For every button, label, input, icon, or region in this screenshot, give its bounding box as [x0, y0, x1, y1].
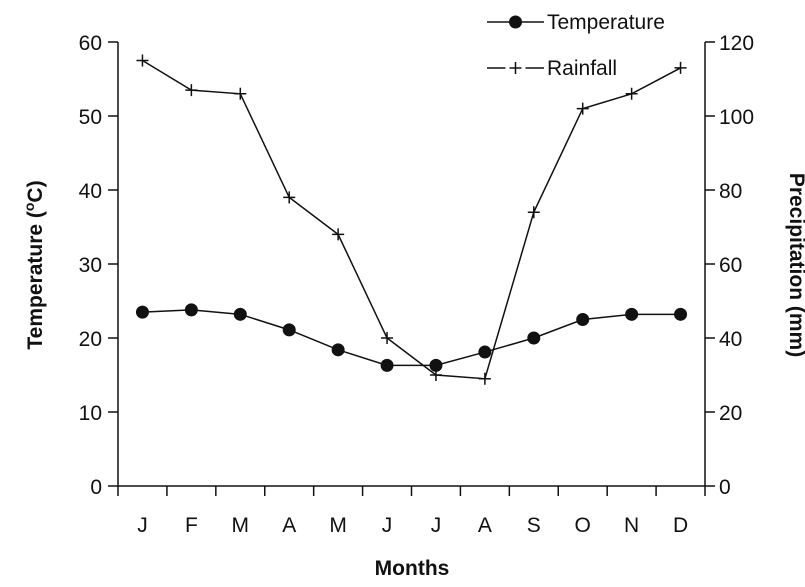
data-point — [674, 307, 688, 321]
x-tick-label: M — [232, 514, 250, 537]
data-point — [429, 369, 442, 381]
data-point — [282, 323, 296, 337]
y-left-tick-label: 30 — [79, 254, 102, 277]
data-point — [625, 87, 638, 100]
x-tick-label: O — [575, 514, 591, 537]
y-right-tick-label: 20 — [719, 402, 742, 425]
legend-marker — [509, 15, 522, 29]
data-point — [381, 332, 394, 344]
y-right-tick-label: 60 — [719, 254, 742, 277]
y-left-tick-label: 50 — [79, 106, 102, 129]
data-point — [135, 305, 149, 319]
series-line — [142, 309, 681, 367]
data-point — [576, 102, 589, 115]
data-point — [184, 303, 198, 317]
x-tick-label: A — [478, 514, 492, 537]
data-point — [478, 372, 491, 385]
y-axis-right-title: Precipitation (mm) — [785, 173, 805, 357]
x-tick-label: N — [624, 514, 639, 537]
data-point — [478, 345, 492, 359]
data-point — [527, 206, 540, 219]
data-point — [234, 87, 247, 100]
series-line — [142, 59, 681, 380]
data-point — [576, 313, 590, 326]
series-rainfall — [136, 54, 687, 385]
y-left-tick-label: 20 — [79, 328, 102, 351]
x-axis-title: Months — [375, 557, 450, 580]
y-right-tick-label: 120 — [719, 32, 754, 55]
y-left-tick-label: 40 — [79, 180, 102, 203]
series-temperature — [135, 303, 688, 372]
data-point — [429, 358, 443, 372]
y-axis-left-title: Temperature (oC) — [21, 180, 47, 349]
y-left-tick-label: 60 — [79, 32, 102, 55]
legend-label: Rainfall — [547, 57, 617, 80]
data-point — [136, 54, 149, 67]
y-right-tick-label: 40 — [719, 328, 742, 351]
legend-item-temperature: Temperature — [487, 11, 665, 34]
data-point — [233, 307, 247, 321]
x-tick-label: J — [137, 514, 148, 537]
x-tick-label: M — [329, 514, 347, 537]
data-point — [380, 358, 394, 372]
y-right-tick-label: 100 — [719, 106, 754, 129]
x-tick-label: D — [673, 514, 688, 537]
legend-item-rainfall: Rainfall — [487, 57, 617, 80]
legend-marker — [509, 62, 522, 74]
data-point — [331, 343, 345, 357]
x-tick-label: S — [527, 514, 541, 537]
data-point — [527, 331, 541, 345]
data-point — [674, 61, 687, 74]
x-tick-label: J — [431, 514, 442, 537]
chart-series — [135, 54, 688, 385]
data-point — [283, 191, 296, 204]
x-tick-label: A — [282, 514, 296, 537]
chart-ticks: 0 10 20 30 40 50 60 0 20 40 60 80 100 120 J F M A M J J A S O N D — [79, 32, 754, 537]
chart-axes — [117, 42, 706, 487]
data-point — [332, 228, 345, 241]
y-left-tick-label: 0 — [90, 476, 102, 499]
chart-legend: Temperature Rainfall — [487, 11, 665, 80]
y-right-tick-label: 0 — [719, 476, 731, 499]
y-right-tick-label: 80 — [719, 180, 742, 203]
data-point — [185, 84, 198, 97]
data-point — [625, 307, 639, 321]
x-tick-label: F — [185, 514, 198, 537]
x-tick-label: J — [382, 514, 393, 537]
y-left-tick-label: 10 — [79, 402, 102, 425]
legend-label: Temperature — [547, 11, 665, 34]
